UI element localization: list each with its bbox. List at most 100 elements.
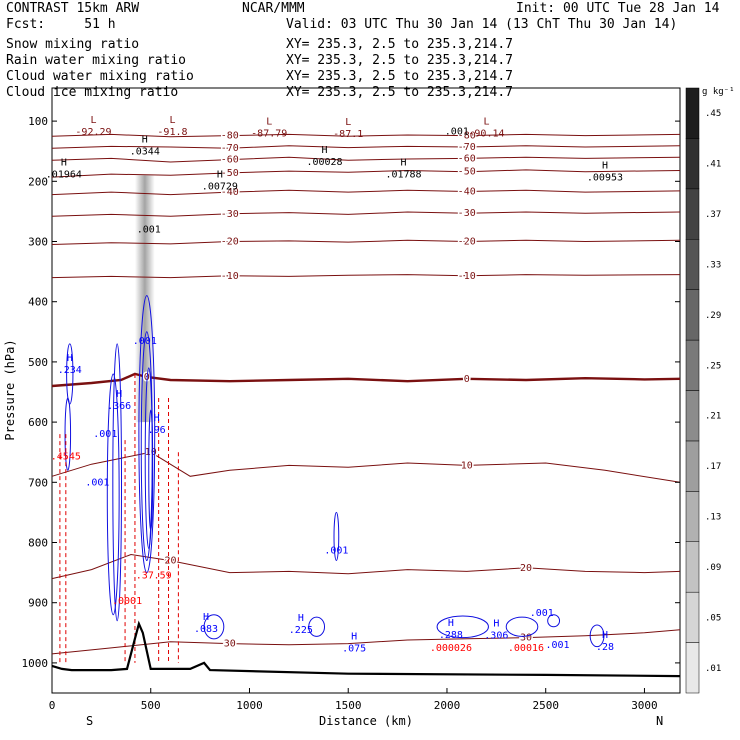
extreme-value: .234 xyxy=(58,365,82,376)
y-tick-label: 1000 xyxy=(22,657,49,670)
isotherm-label: 10 xyxy=(461,460,473,471)
cloud-contour xyxy=(138,295,156,574)
extreme-marker: L xyxy=(169,115,175,126)
extreme-value: -92.29 xyxy=(75,127,111,138)
colorbar-segment xyxy=(685,239,700,290)
y-tick-label: 500 xyxy=(28,356,48,369)
contour-value-label: .001 xyxy=(530,608,554,619)
y-tick-label: 200 xyxy=(28,175,48,188)
contour-labels: L-92.29L-91.8L-87.79L-87.1L-90.14H.0344 H… xyxy=(46,115,623,655)
cloud-contour xyxy=(505,616,539,637)
extreme-value: .366 xyxy=(107,401,131,412)
field-xy-range: XY= 235.3, 2.5 to 235.3,214.7 xyxy=(286,69,513,84)
colorbar: .01 .05 .09 .13 .17 .21 .25 .29 .33 .37 .41 .45 xyxy=(685,87,721,694)
cloud-contour xyxy=(112,343,123,622)
x-tick-label: 0 xyxy=(49,699,56,712)
isotherm-line xyxy=(51,156,681,163)
colorbar-tick-label: .25 xyxy=(705,361,721,371)
contour-value-label: .001 xyxy=(137,224,161,235)
isotherm-line xyxy=(51,239,681,245)
cloud-contour xyxy=(64,397,72,471)
extreme-value: .01788 xyxy=(385,169,421,180)
extreme-value: .288 xyxy=(439,630,463,641)
isotherm-line xyxy=(51,211,681,217)
extreme-marker: H xyxy=(351,632,357,643)
extreme-marker: H xyxy=(67,353,73,364)
center-name: NCAR/MMM xyxy=(242,1,305,16)
field-name: Cloud water mixing ratio xyxy=(6,69,194,84)
isotherm-line xyxy=(51,274,681,279)
contour-value-label: .4545 xyxy=(51,451,81,462)
forecast-hour: Fcst: 51 h xyxy=(6,17,116,32)
rain-water-contours xyxy=(59,373,179,663)
colorbar-tick-label: .45 xyxy=(705,109,721,119)
field-xy-range: XY= 235.3, 2.5 to 235.3,214.7 xyxy=(286,85,513,100)
field-name: Rain water mixing ratio xyxy=(6,53,186,68)
contour-value-label: .001 xyxy=(324,545,348,556)
contour-value-label: .000026 xyxy=(430,643,472,654)
colorbar-tick-label: .17 xyxy=(705,462,721,472)
extreme-marker: H xyxy=(203,612,209,623)
contour-value-label: .37 xyxy=(136,571,154,582)
extreme-marker: H xyxy=(448,618,454,629)
isotherm-label: -20 xyxy=(221,237,239,248)
contour-value-label: .00016 xyxy=(508,643,544,654)
extreme-marker: H xyxy=(298,613,304,624)
extreme-value: .0344 xyxy=(130,146,160,157)
extreme-value: .01964 xyxy=(46,169,82,180)
isotherm-label: -10 xyxy=(458,271,476,282)
isotherm-label: -20 xyxy=(458,237,476,248)
y-tick-label: 800 xyxy=(28,537,48,550)
extreme-marker: H xyxy=(401,157,407,168)
colorbar-segment xyxy=(685,541,700,593)
isotherm-label: -30 xyxy=(458,208,476,219)
temperature-isotherms: -80 -80-70 -70-60 -60-50 -50-40 -40-30 -30-20-… xyxy=(51,129,681,655)
extreme-value: -90.14 xyxy=(468,128,504,139)
extreme-marker: H xyxy=(602,160,608,171)
isotherm-line xyxy=(51,169,681,178)
isotherm-line xyxy=(51,133,681,138)
isotherm-line xyxy=(51,189,681,196)
extreme-value: -91.8 xyxy=(157,127,187,138)
contour-value-label: .001 xyxy=(133,336,157,347)
extreme-marker: L xyxy=(90,115,96,126)
isotherm-label: 30 xyxy=(520,633,532,644)
colorbar-tick-label: .05 xyxy=(705,613,721,623)
field-name: Snow mixing ratio xyxy=(6,37,139,52)
field-name: Cloud ice mixing ratio xyxy=(6,85,178,100)
x-tick-label: 3000 xyxy=(631,699,658,712)
isotherm-label: -40 xyxy=(221,187,239,198)
y-tick-label: 600 xyxy=(28,416,48,429)
cloud-contour xyxy=(106,373,120,616)
extreme-marker: H xyxy=(217,169,223,180)
isotherm-line xyxy=(51,629,681,655)
extreme-marker: L xyxy=(266,116,272,127)
colorbar-segment xyxy=(685,289,700,341)
isotherm-line xyxy=(51,553,681,580)
x-axis-end-south: S xyxy=(86,714,93,728)
isotherm-line xyxy=(51,145,681,149)
extreme-marker: H xyxy=(116,389,122,400)
colorbar-segment xyxy=(685,138,700,190)
extreme-value: .306 xyxy=(484,630,508,641)
cloud-water-contours xyxy=(64,295,605,648)
colorbar-segment xyxy=(685,339,700,391)
isotherm-label: 20 xyxy=(520,563,532,574)
cloud-contour xyxy=(308,616,326,637)
extreme-marker: L xyxy=(345,117,351,128)
y-tick-label: 700 xyxy=(28,476,48,489)
isotherm-label: -60 xyxy=(458,153,476,164)
contour-value-label: .001 xyxy=(93,429,117,440)
isotherm-label: -40 xyxy=(458,187,476,198)
isotherm-line xyxy=(51,372,681,388)
extreme-marker: H xyxy=(154,413,160,424)
y-axis-label: Pressure (hPa) xyxy=(3,339,17,440)
isotherm-label: -70 xyxy=(221,143,239,154)
field-xy-range: XY= 235.3, 2.5 to 235.3,214.7 xyxy=(286,37,513,52)
extreme-marker: L xyxy=(483,116,489,127)
cloud-contour xyxy=(333,511,340,562)
colorbar-tick-label: .09 xyxy=(705,563,721,573)
colorbar-segment xyxy=(685,491,700,543)
